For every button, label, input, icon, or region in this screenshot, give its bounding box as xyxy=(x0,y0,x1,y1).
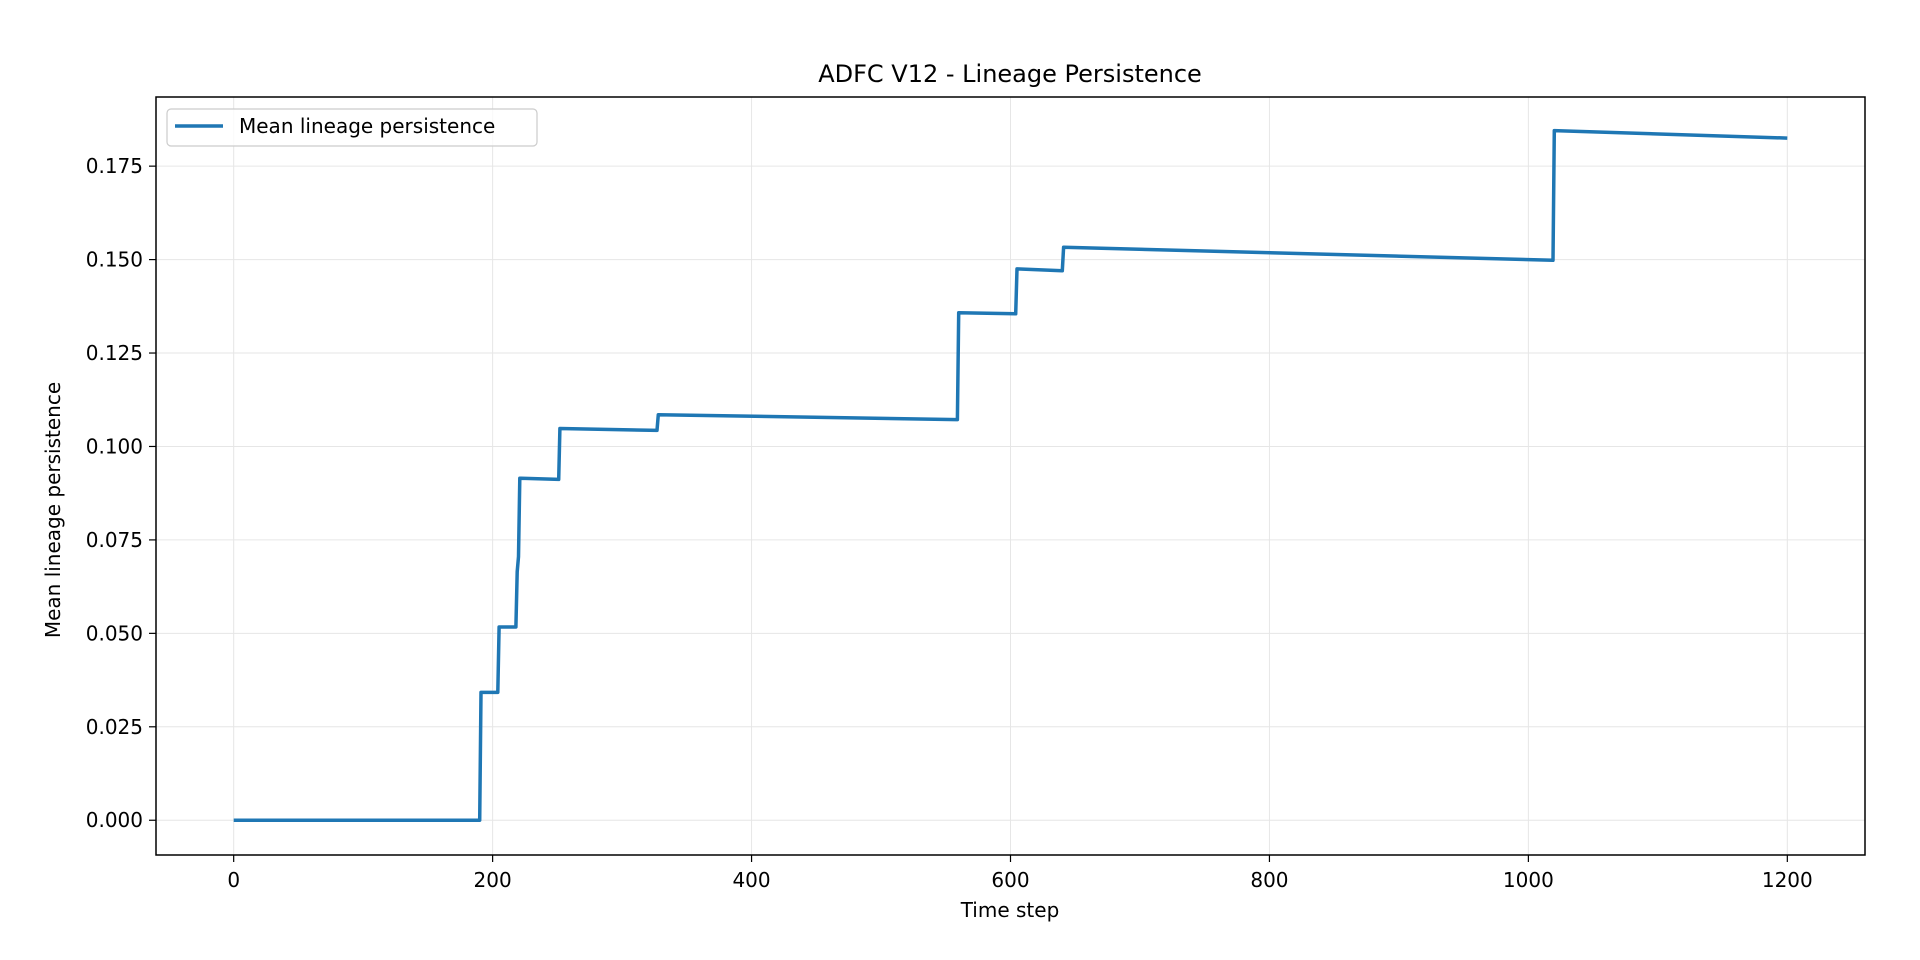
series-line-0 xyxy=(233,128,1788,822)
x-tick-label: 400 xyxy=(732,868,770,892)
y-tick-label: 0.150 xyxy=(86,248,143,272)
y-tick-label: 0.025 xyxy=(86,715,143,739)
y-tick-label: 0.075 xyxy=(86,528,143,552)
y-axis: 0.000 0.025 0.050 0.075 0.100 0.125 0.150 0.175 xyxy=(86,154,156,832)
y-tick-label: 0.100 xyxy=(86,434,143,458)
legend: Mean lineage persistence xyxy=(166,108,538,147)
y-axis-label: Mean lineage persistence xyxy=(41,382,65,638)
x-axis: 0 200 400 600 800 1000 1200 xyxy=(227,855,1813,892)
y-tick-label: 0.125 xyxy=(86,341,143,365)
legend-entry-label: Mean lineage persistence xyxy=(239,114,495,138)
y-tick-label: 0.175 xyxy=(86,154,143,178)
legend-box xyxy=(166,108,538,147)
x-tick-label: 800 xyxy=(1250,868,1288,892)
chart-title: ADFC V12 - Lineage Persistence xyxy=(818,60,1202,88)
x-tick-label: 1000 xyxy=(1503,868,1554,892)
x-axis-label: Time step xyxy=(960,898,1060,922)
series-layer xyxy=(233,128,1788,822)
x-tick-label: 0 xyxy=(227,868,240,892)
y-tick-label: 0.000 xyxy=(86,808,143,832)
x-tick-label: 600 xyxy=(991,868,1029,892)
x-tick-label: 1200 xyxy=(1762,868,1813,892)
x-tick-label: 200 xyxy=(474,868,512,892)
y-tick-label: 0.050 xyxy=(86,621,143,645)
